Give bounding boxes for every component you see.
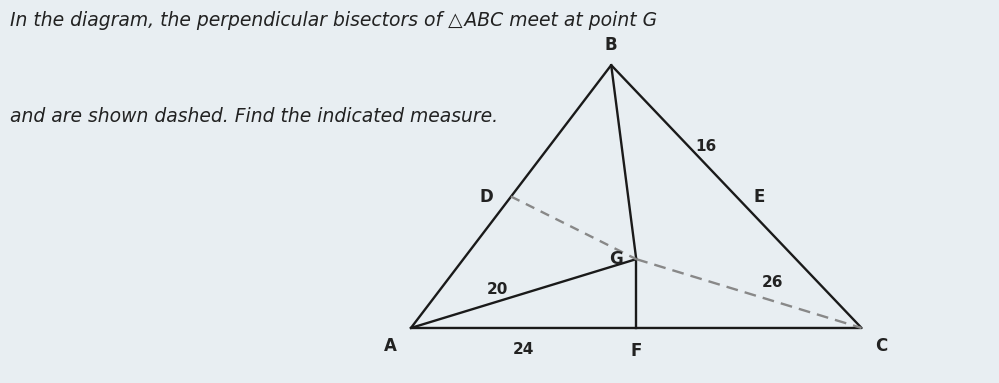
Text: E: E	[754, 188, 765, 206]
Text: 20: 20	[487, 282, 507, 297]
Text: D: D	[480, 188, 494, 206]
Text: and are shown dashed. Find the indicated measure.: and are shown dashed. Find the indicated…	[10, 107, 499, 126]
Text: C: C	[875, 337, 887, 355]
Text: 24: 24	[512, 342, 534, 357]
Text: In the diagram, the perpendicular bisectors of △ ABC meet at point G: In the diagram, the perpendicular bisect…	[10, 11, 657, 31]
Text: G: G	[608, 250, 622, 268]
Text: A: A	[385, 337, 398, 355]
Text: 26: 26	[761, 275, 783, 290]
Text: 16: 16	[695, 139, 717, 154]
Text: F: F	[630, 342, 642, 360]
Text: B: B	[604, 36, 617, 54]
